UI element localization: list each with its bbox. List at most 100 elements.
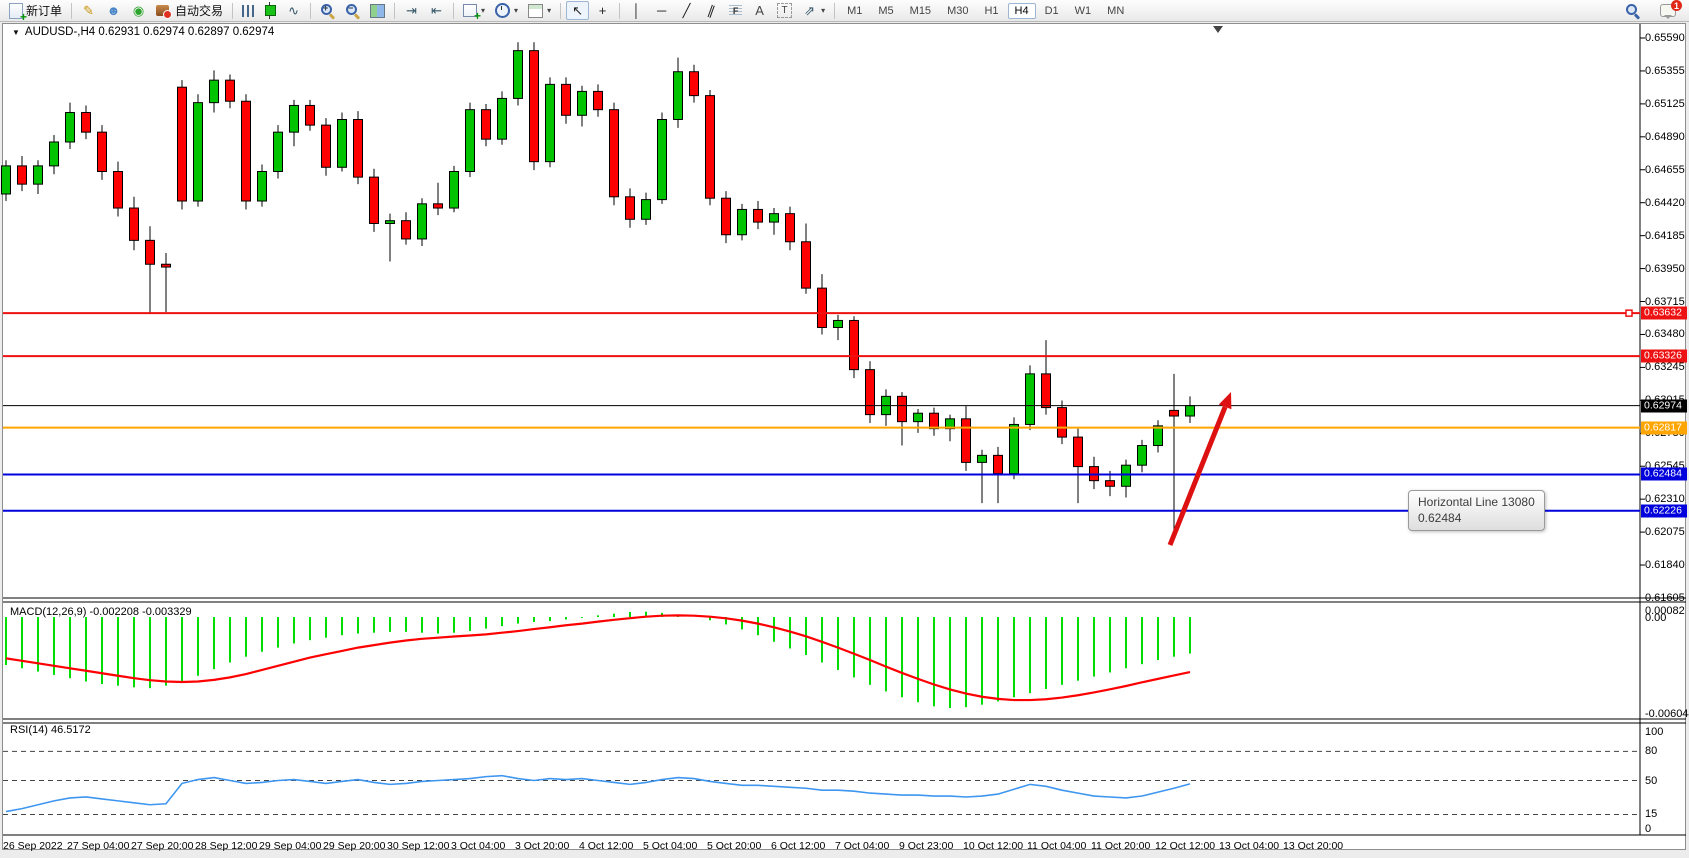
chart-candles-button[interactable] xyxy=(261,2,280,19)
toolbar-right-group: 1 xyxy=(1620,0,1682,20)
bull-candle xyxy=(49,141,59,167)
bear-candle xyxy=(961,418,971,463)
bear-candle xyxy=(721,197,731,236)
bear-candle xyxy=(241,100,251,202)
vline-button[interactable]: │ xyxy=(625,1,648,20)
price-tick: 0.63480 xyxy=(1645,328,1685,341)
cursor-button[interactable]: ↖ xyxy=(566,1,590,20)
shift-marker-icon[interactable] xyxy=(1213,26,1223,33)
rsi-axis-label: 0 xyxy=(1645,823,1652,835)
bear-candle xyxy=(561,83,571,116)
timeframe-d1[interactable]: D1 xyxy=(1044,4,1059,17)
bear-candle xyxy=(785,213,795,243)
toolbar-separator xyxy=(453,2,455,19)
add-indicator-icon xyxy=(463,4,481,23)
bear-candle xyxy=(129,207,139,241)
templates-button[interactable]: ▾ xyxy=(524,2,555,20)
bull-candle xyxy=(1,165,11,195)
time-tick: 13 Oct 20:00 xyxy=(1283,840,1344,852)
timeframe-mn[interactable]: MN xyxy=(1107,4,1125,17)
bear-candle xyxy=(1041,373,1051,409)
text-label-button[interactable]: T xyxy=(773,1,796,20)
chart-shift-button[interactable]: ⇤ xyxy=(425,1,448,20)
price-tick: 0.62310 xyxy=(1645,493,1685,506)
price-tick: 0.64890 xyxy=(1645,130,1685,143)
annotation-arrow-head[interactable] xyxy=(1218,392,1232,410)
bull-candle xyxy=(657,119,667,201)
bull-candle xyxy=(545,83,555,163)
timeframe-m1[interactable]: M1 xyxy=(847,4,863,17)
search-button[interactable] xyxy=(1621,1,1644,20)
line-chart-icon: ∿ xyxy=(288,3,299,18)
crosshair-button[interactable]: + xyxy=(591,1,614,20)
new-order-button[interactable]: 新订单 xyxy=(5,0,66,24)
rsi-line xyxy=(5,774,1191,813)
time-tick: 11 Oct 20:00 xyxy=(1091,840,1151,852)
timeframe-m15[interactable]: M15 xyxy=(909,4,932,17)
resistance-line-1-handle[interactable] xyxy=(1625,309,1633,317)
bull-candle xyxy=(273,131,283,173)
toolbar-separator xyxy=(71,2,73,19)
timeframe-m5[interactable]: M5 xyxy=(878,4,894,17)
notifications-button[interactable]: 1 xyxy=(1656,0,1682,19)
indicators-button[interactable]: ▾ xyxy=(459,2,489,23)
annotation-arrow[interactable] xyxy=(1167,405,1228,546)
styler-button[interactable]: ✎ xyxy=(77,1,100,20)
text-button[interactable]: A xyxy=(748,1,771,20)
time-tick: 6 Oct 12:00 xyxy=(771,840,826,852)
bear-candle xyxy=(225,79,235,102)
toolbar: 新订单✎☻◉自动交易∿+−⇥⇤▾▾▾↖+│─╱∥FAT⇗▾M1M5M15M30H… xyxy=(0,0,1689,24)
periods-button[interactable]: ▾ xyxy=(491,1,522,20)
bear-candle xyxy=(113,171,123,209)
bull-candle xyxy=(1153,425,1163,447)
pivot-line-badge: 0.62817 xyxy=(1641,421,1687,435)
community-button[interactable]: ☻ xyxy=(102,1,125,20)
bull-candle xyxy=(449,171,459,209)
chart-line-button[interactable]: ∿ xyxy=(282,1,305,20)
timeframe-w1[interactable]: W1 xyxy=(1074,4,1092,17)
tile-windows-button[interactable] xyxy=(366,2,389,20)
chevron-down-icon: ▾ xyxy=(514,6,519,15)
arrows-button[interactable]: ⇗ ▾ xyxy=(798,1,829,20)
timeframe-h1[interactable]: H1 xyxy=(984,4,999,17)
autotrade-button[interactable]: 自动交易 xyxy=(152,0,227,21)
bear-candle xyxy=(849,319,859,371)
trendline-icon: ╱ xyxy=(682,3,691,18)
bull-candle xyxy=(193,102,203,202)
bar-chart-icon xyxy=(242,4,256,17)
zoom-in-button[interactable]: + xyxy=(316,1,339,20)
toolbar-separator xyxy=(560,2,562,19)
time-tick: 27 Sep 20:00 xyxy=(131,840,194,852)
bear-candle xyxy=(897,395,907,423)
chart-collapse-icon[interactable]: ▼ xyxy=(12,27,20,37)
rsi-axis-label: 80 xyxy=(1645,745,1658,758)
auto-scroll-button[interactable]: ⇥ xyxy=(400,1,423,20)
hline-button[interactable]: ─ xyxy=(650,1,673,20)
autotrade-icon xyxy=(156,5,173,19)
price-tick: 0.64655 xyxy=(1645,163,1685,176)
cursor-icon: ↖ xyxy=(572,3,584,18)
bear-candle xyxy=(305,104,315,126)
bull-candle xyxy=(337,119,347,168)
bear-candle xyxy=(433,203,443,209)
time-tick: 5 Oct 20:00 xyxy=(707,840,762,852)
notification-badge: 1 xyxy=(1671,0,1682,11)
bear-candle xyxy=(1057,407,1067,438)
crayon-icon: ✎ xyxy=(83,3,94,18)
signals-button[interactable]: ◉ xyxy=(127,1,150,20)
price-tick: 0.65590 xyxy=(1645,32,1685,44)
bear-candle xyxy=(609,109,619,198)
bear-candle xyxy=(97,131,107,173)
time-tick: 12 Oct 12:00 xyxy=(1155,840,1216,852)
timeframe-h4[interactable]: H4 xyxy=(1007,2,1036,19)
chart-title-text: AUDUSD-,H4 0.62931 0.62974 0.62897 0.629… xyxy=(24,26,275,38)
chart-bars-button[interactable] xyxy=(238,3,259,19)
fibonacci-button[interactable]: F xyxy=(725,3,746,19)
signal-icon: ◉ xyxy=(132,3,145,18)
bear-candle xyxy=(145,239,155,265)
macd-axis-label: 0.00 xyxy=(1645,612,1667,624)
trendline-button[interactable]: ╱ xyxy=(675,1,698,20)
zoom-out-button[interactable]: − xyxy=(341,1,364,20)
timeframe-m30[interactable]: M30 xyxy=(947,4,969,17)
